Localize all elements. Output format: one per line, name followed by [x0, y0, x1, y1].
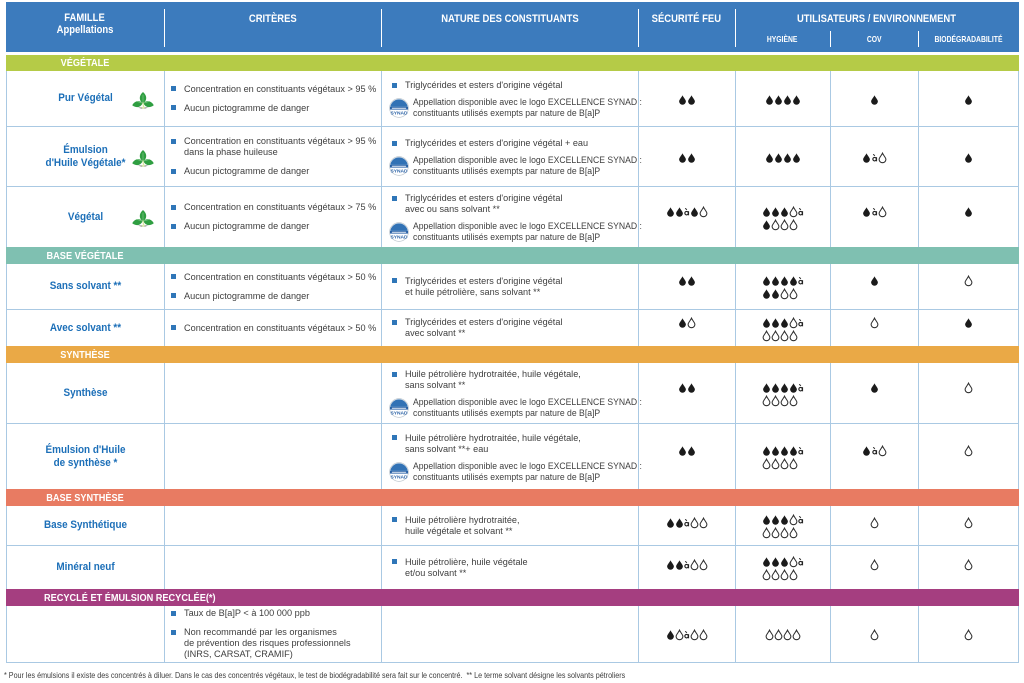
svg-text:SYNAD: SYNAD — [390, 235, 408, 241]
svg-text:SYNAD: SYNAD — [390, 169, 408, 175]
svg-text:SYNAD: SYNAD — [390, 474, 408, 480]
svg-text:SYNAD: SYNAD — [390, 411, 408, 417]
svg-text:SYNAD: SYNAD — [390, 111, 408, 117]
